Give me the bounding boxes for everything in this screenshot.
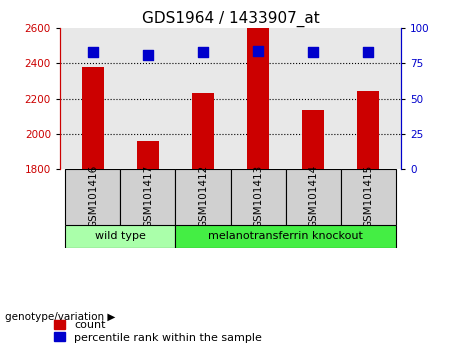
Point <box>254 48 262 53</box>
Bar <box>302 110 324 169</box>
Bar <box>247 28 269 169</box>
Point <box>309 49 317 55</box>
Text: GSM101416: GSM101416 <box>88 165 98 228</box>
Bar <box>357 91 379 169</box>
Text: GSM101414: GSM101414 <box>308 165 318 228</box>
Bar <box>82 67 104 169</box>
Text: GSM101413: GSM101413 <box>253 165 263 228</box>
Text: GSM101412: GSM101412 <box>198 165 208 228</box>
Text: genotype/variation ▶: genotype/variation ▶ <box>5 312 115 322</box>
Text: GSM101417: GSM101417 <box>143 165 153 228</box>
Bar <box>176 225 396 248</box>
Bar <box>285 169 341 225</box>
Bar <box>176 169 230 225</box>
Point <box>144 52 152 58</box>
Bar <box>192 93 214 169</box>
Bar <box>341 169 396 225</box>
Text: GSM101415: GSM101415 <box>363 165 373 228</box>
Bar <box>65 169 120 225</box>
Point <box>89 49 97 55</box>
Bar <box>120 169 176 225</box>
Bar <box>137 141 159 169</box>
Point <box>199 49 207 55</box>
Legend: count, percentile rank within the sample: count, percentile rank within the sample <box>52 317 264 345</box>
Text: melanotransferrin knockout: melanotransferrin knockout <box>208 231 363 241</box>
Point <box>364 49 372 55</box>
Bar <box>230 169 285 225</box>
Text: wild type: wild type <box>95 231 146 241</box>
Title: GDS1964 / 1433907_at: GDS1964 / 1433907_at <box>142 11 319 27</box>
Bar <box>65 225 176 248</box>
